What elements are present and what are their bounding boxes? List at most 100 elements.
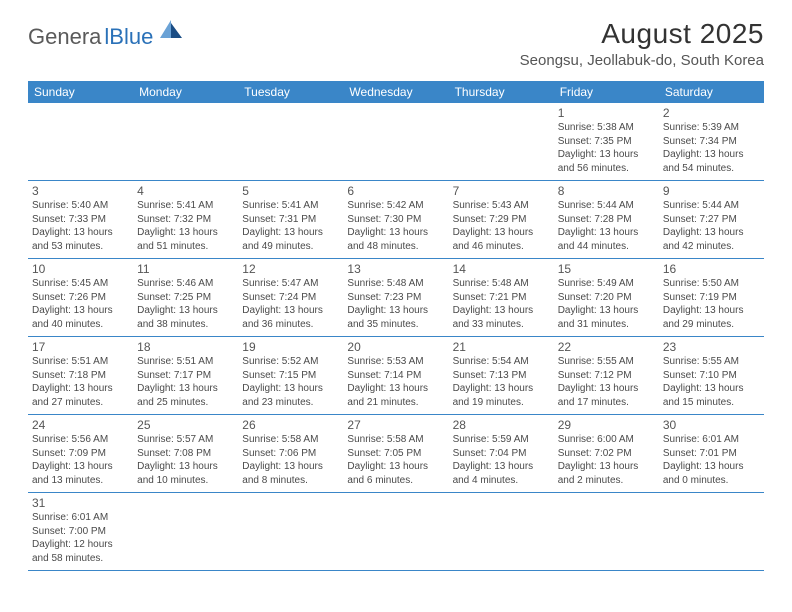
day-header: Tuesday xyxy=(238,81,343,103)
day-number: 27 xyxy=(347,418,443,432)
location-subtitle: Seongsu, Jeollabuk-do, South Korea xyxy=(520,52,764,69)
day-cell: 31Sunrise: 6:01 AMSunset: 7:00 PMDayligh… xyxy=(28,493,133,570)
day-cell: 26Sunrise: 5:58 AMSunset: 7:06 PMDayligh… xyxy=(238,415,343,492)
day-info: Sunrise: 5:56 AMSunset: 7:09 PMDaylight:… xyxy=(32,433,128,487)
day-cell: 27Sunrise: 5:58 AMSunset: 7:05 PMDayligh… xyxy=(343,415,448,492)
day-cell: 11Sunrise: 5:46 AMSunset: 7:25 PMDayligh… xyxy=(133,259,238,336)
day-cell: 28Sunrise: 5:59 AMSunset: 7:04 PMDayligh… xyxy=(449,415,554,492)
calendar-row: 3Sunrise: 5:40 AMSunset: 7:33 PMDaylight… xyxy=(28,181,764,259)
day-info: Sunrise: 5:49 AMSunset: 7:20 PMDaylight:… xyxy=(558,277,654,331)
empty-cell xyxy=(238,103,343,180)
day-cell: 15Sunrise: 5:49 AMSunset: 7:20 PMDayligh… xyxy=(554,259,659,336)
header: GeneralBlue August 2025 Seongsu, Jeollab… xyxy=(0,0,792,77)
day-cell: 16Sunrise: 5:50 AMSunset: 7:19 PMDayligh… xyxy=(659,259,764,336)
calendar-row: 10Sunrise: 5:45 AMSunset: 7:26 PMDayligh… xyxy=(28,259,764,337)
day-info: Sunrise: 5:44 AMSunset: 7:28 PMDaylight:… xyxy=(558,199,654,253)
day-info: Sunrise: 5:52 AMSunset: 7:15 PMDaylight:… xyxy=(242,355,338,409)
day-info: Sunrise: 5:48 AMSunset: 7:21 PMDaylight:… xyxy=(453,277,549,331)
day-number: 2 xyxy=(663,106,759,120)
day-cell: 14Sunrise: 5:48 AMSunset: 7:21 PMDayligh… xyxy=(449,259,554,336)
day-number: 7 xyxy=(453,184,549,198)
day-header: Saturday xyxy=(659,81,764,103)
day-header: Thursday xyxy=(449,81,554,103)
day-info: Sunrise: 5:43 AMSunset: 7:29 PMDaylight:… xyxy=(453,199,549,253)
day-cell: 20Sunrise: 5:53 AMSunset: 7:14 PMDayligh… xyxy=(343,337,448,414)
day-info: Sunrise: 5:42 AMSunset: 7:30 PMDaylight:… xyxy=(347,199,443,253)
day-header: Sunday xyxy=(28,81,133,103)
day-number: 30 xyxy=(663,418,759,432)
day-info: Sunrise: 5:44 AMSunset: 7:27 PMDaylight:… xyxy=(663,199,759,253)
day-cell: 9Sunrise: 5:44 AMSunset: 7:27 PMDaylight… xyxy=(659,181,764,258)
month-year-title: August 2025 xyxy=(520,18,764,50)
day-number: 10 xyxy=(32,262,128,276)
day-info: Sunrise: 5:51 AMSunset: 7:17 PMDaylight:… xyxy=(137,355,233,409)
day-number: 24 xyxy=(32,418,128,432)
day-info: Sunrise: 5:46 AMSunset: 7:25 PMDaylight:… xyxy=(137,277,233,331)
day-cell: 1Sunrise: 5:38 AMSunset: 7:35 PMDaylight… xyxy=(554,103,659,180)
day-info: Sunrise: 5:54 AMSunset: 7:13 PMDaylight:… xyxy=(453,355,549,409)
day-number: 21 xyxy=(453,340,549,354)
day-number: 20 xyxy=(347,340,443,354)
day-cell: 17Sunrise: 5:51 AMSunset: 7:18 PMDayligh… xyxy=(28,337,133,414)
day-number: 22 xyxy=(558,340,654,354)
day-info: Sunrise: 5:51 AMSunset: 7:18 PMDaylight:… xyxy=(32,355,128,409)
title-block: August 2025 Seongsu, Jeollabuk-do, South… xyxy=(520,18,764,69)
calendar-row: 17Sunrise: 5:51 AMSunset: 7:18 PMDayligh… xyxy=(28,337,764,415)
calendar-row: 31Sunrise: 6:01 AMSunset: 7:00 PMDayligh… xyxy=(28,493,764,571)
day-info: Sunrise: 5:40 AMSunset: 7:33 PMDaylight:… xyxy=(32,199,128,253)
day-number: 9 xyxy=(663,184,759,198)
day-info: Sunrise: 5:39 AMSunset: 7:34 PMDaylight:… xyxy=(663,121,759,175)
day-cell: 29Sunrise: 6:00 AMSunset: 7:02 PMDayligh… xyxy=(554,415,659,492)
day-number: 1 xyxy=(558,106,654,120)
day-number: 31 xyxy=(32,496,128,510)
day-number: 12 xyxy=(242,262,338,276)
day-number: 15 xyxy=(558,262,654,276)
day-info: Sunrise: 6:00 AMSunset: 7:02 PMDaylight:… xyxy=(558,433,654,487)
day-info: Sunrise: 5:45 AMSunset: 7:26 PMDaylight:… xyxy=(32,277,128,331)
day-number: 19 xyxy=(242,340,338,354)
day-number: 29 xyxy=(558,418,654,432)
day-number: 26 xyxy=(242,418,338,432)
day-info: Sunrise: 6:01 AMSunset: 7:01 PMDaylight:… xyxy=(663,433,759,487)
day-number: 5 xyxy=(242,184,338,198)
day-info: Sunrise: 5:53 AMSunset: 7:14 PMDaylight:… xyxy=(347,355,443,409)
day-number: 28 xyxy=(453,418,549,432)
day-cell: 5Sunrise: 5:41 AMSunset: 7:31 PMDaylight… xyxy=(238,181,343,258)
day-number: 4 xyxy=(137,184,233,198)
day-cell: 21Sunrise: 5:54 AMSunset: 7:13 PMDayligh… xyxy=(449,337,554,414)
day-cell: 12Sunrise: 5:47 AMSunset: 7:24 PMDayligh… xyxy=(238,259,343,336)
day-number: 8 xyxy=(558,184,654,198)
day-info: Sunrise: 5:47 AMSunset: 7:24 PMDaylight:… xyxy=(242,277,338,331)
logo-text-blue: lBlue xyxy=(104,24,153,50)
day-cell: 2Sunrise: 5:39 AMSunset: 7:34 PMDaylight… xyxy=(659,103,764,180)
day-cell: 30Sunrise: 6:01 AMSunset: 7:01 PMDayligh… xyxy=(659,415,764,492)
day-info: Sunrise: 5:50 AMSunset: 7:19 PMDaylight:… xyxy=(663,277,759,331)
empty-cell xyxy=(28,103,133,180)
calendar-row: 1Sunrise: 5:38 AMSunset: 7:35 PMDaylight… xyxy=(28,103,764,181)
day-cell: 10Sunrise: 5:45 AMSunset: 7:26 PMDayligh… xyxy=(28,259,133,336)
logo: GeneralBlue xyxy=(28,18,184,55)
calendar-body: 1Sunrise: 5:38 AMSunset: 7:35 PMDaylight… xyxy=(28,103,764,571)
sail-icon xyxy=(158,18,184,45)
day-number: 11 xyxy=(137,262,233,276)
empty-cell xyxy=(238,493,343,570)
day-info: Sunrise: 5:38 AMSunset: 7:35 PMDaylight:… xyxy=(558,121,654,175)
day-number: 17 xyxy=(32,340,128,354)
day-number: 13 xyxy=(347,262,443,276)
day-info: Sunrise: 5:55 AMSunset: 7:12 PMDaylight:… xyxy=(558,355,654,409)
day-number: 14 xyxy=(453,262,549,276)
day-cell: 8Sunrise: 5:44 AMSunset: 7:28 PMDaylight… xyxy=(554,181,659,258)
day-cell: 6Sunrise: 5:42 AMSunset: 7:30 PMDaylight… xyxy=(343,181,448,258)
day-number: 16 xyxy=(663,262,759,276)
empty-cell xyxy=(133,103,238,180)
day-header: Friday xyxy=(554,81,659,103)
day-cell: 7Sunrise: 5:43 AMSunset: 7:29 PMDaylight… xyxy=(449,181,554,258)
day-cell: 4Sunrise: 5:41 AMSunset: 7:32 PMDaylight… xyxy=(133,181,238,258)
empty-cell xyxy=(659,493,764,570)
day-info: Sunrise: 5:41 AMSunset: 7:32 PMDaylight:… xyxy=(137,199,233,253)
calendar: SundayMondayTuesdayWednesdayThursdayFrid… xyxy=(28,81,764,571)
day-cell: 19Sunrise: 5:52 AMSunset: 7:15 PMDayligh… xyxy=(238,337,343,414)
empty-cell xyxy=(449,103,554,180)
day-header: Wednesday xyxy=(343,81,448,103)
day-number: 3 xyxy=(32,184,128,198)
